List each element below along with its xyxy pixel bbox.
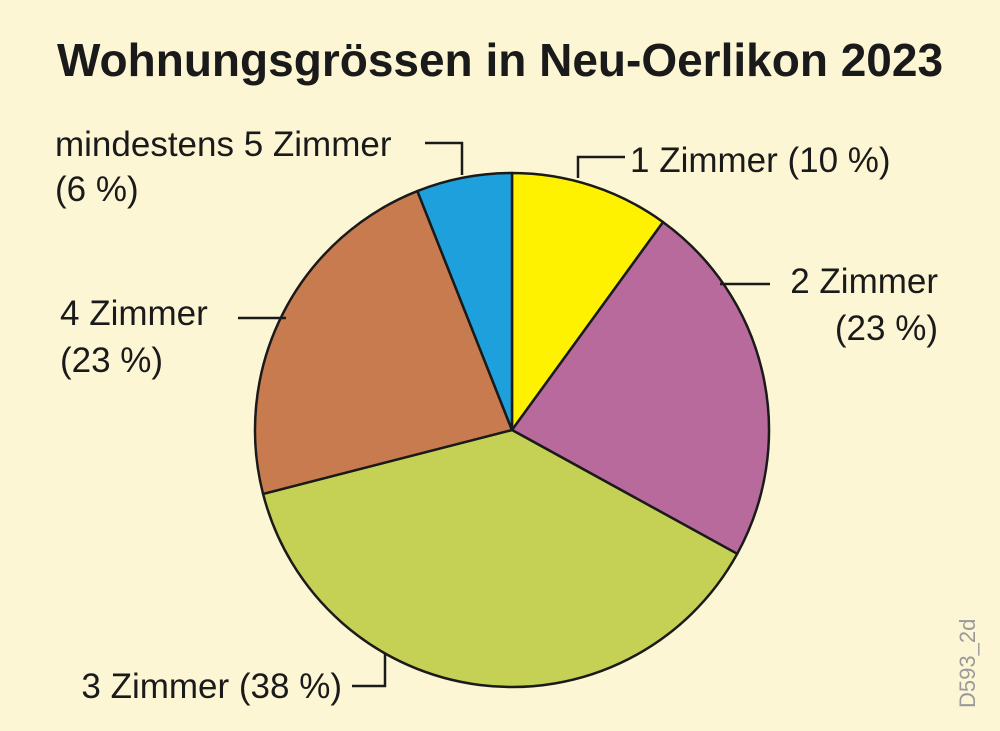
pie-slices (253, 171, 771, 689)
credit-label: D593_2d (955, 619, 980, 708)
slice-label-5-line-1: mindestens 5 Zimmer (55, 125, 392, 164)
leader-line-5 (425, 141, 464, 175)
leader-lines (238, 141, 770, 688)
pie-slice-1 (510, 171, 665, 432)
slice-label-4-line-1: 4 Zimmer (60, 294, 208, 333)
slice-label-5-line-2: (6 %) (55, 170, 139, 209)
leader-line-1 (576, 155, 625, 178)
leader-line-3 (352, 654, 387, 688)
slice-label-3-line-1: 3 Zimmer (38 %) (81, 667, 342, 706)
chart-title: Wohnungsgrössen in Neu-Oerlikon 2023 (57, 34, 943, 86)
slice-labels: 1 Zimmer (10 %) 2 Zimmer (23 %) 3 Zimmer (3… (55, 125, 938, 706)
pie-slice-3 (261, 428, 739, 689)
slice-label-4-line-2: (23 %) (60, 341, 163, 380)
pie-slice-5 (416, 171, 514, 432)
slice-label-1-line-1: 1 Zimmer (10 %) (630, 141, 891, 180)
pie-slice-2 (510, 220, 771, 556)
slice-label-2-line-2: (23 %) (835, 309, 938, 348)
slice-label-2-line-1: 2 Zimmer (790, 262, 938, 301)
pie-slice-4 (253, 189, 514, 496)
